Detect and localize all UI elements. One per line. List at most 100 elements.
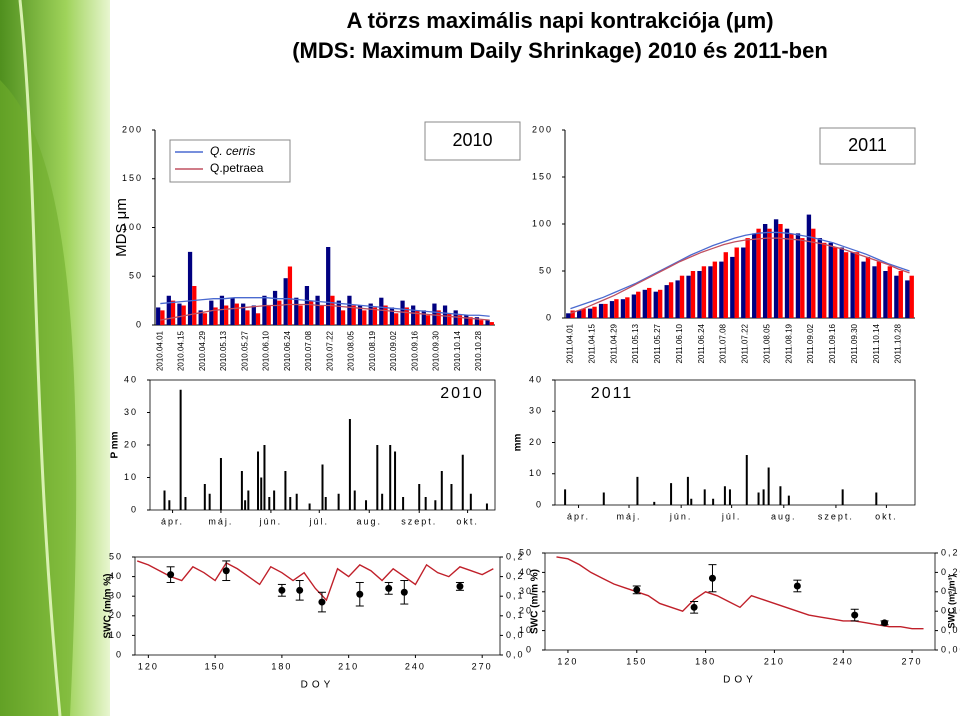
x-tick-label: 180 — [271, 661, 292, 671]
point — [881, 619, 889, 627]
bar — [247, 490, 250, 510]
bar — [447, 313, 452, 325]
x-tick-label: 240 — [405, 661, 426, 671]
bar — [653, 501, 656, 505]
plot-frame — [134, 556, 501, 656]
bar — [789, 233, 794, 318]
bar — [432, 303, 437, 325]
point — [167, 571, 175, 579]
bar — [839, 247, 844, 318]
bar — [841, 489, 844, 505]
bar — [219, 295, 225, 325]
bar — [479, 320, 484, 325]
y2-tick-label: 0,15 — [941, 586, 960, 596]
y-axis-label: mm — [513, 434, 524, 452]
bar — [179, 389, 182, 510]
bar — [442, 305, 448, 325]
bar — [402, 497, 405, 510]
x-tick-label: aug. — [356, 516, 382, 526]
y-axis-label: MDS μm — [113, 198, 130, 257]
bar — [905, 280, 910, 318]
bar — [219, 458, 222, 510]
x-tick-label: 2010.10.28 — [474, 330, 483, 371]
y-tick-label: 30 — [519, 586, 533, 596]
bar — [603, 303, 608, 318]
bar — [657, 289, 663, 318]
bar — [453, 310, 458, 325]
x-tick-label: 270 — [472, 661, 493, 671]
bar — [234, 303, 239, 325]
bar — [348, 419, 351, 510]
y-tick-label: 40 — [519, 567, 533, 577]
bar — [394, 313, 399, 325]
y-tick-label: 30 — [529, 406, 543, 416]
bar — [160, 310, 165, 325]
bar — [295, 493, 298, 510]
bar — [192, 286, 197, 325]
point — [690, 603, 698, 611]
y-axis-label: SWC (m/m %) — [530, 569, 541, 634]
x-tick-label: ápr. — [161, 516, 184, 526]
bar — [468, 317, 473, 325]
point — [633, 586, 641, 594]
x-tick-label: 2010.06.24 — [283, 330, 292, 371]
x-tick-label: jún. — [669, 511, 693, 521]
bar — [850, 252, 855, 318]
y-tick-label: 0 — [116, 649, 123, 659]
bar — [287, 266, 293, 325]
bar — [670, 483, 673, 505]
x-tick-label: 2010.09.30 — [432, 330, 441, 371]
point — [400, 588, 408, 596]
y-tick-label: 200 — [122, 124, 143, 134]
y-tick-label: 0 — [131, 504, 138, 514]
y-tick-label: 0 — [546, 312, 553, 322]
bar — [277, 300, 282, 325]
y-tick-label: 100 — [122, 222, 143, 232]
legend-label: Q. cerris — [210, 144, 255, 158]
x-tick-label: 2010.06.10 — [262, 330, 271, 371]
y-tick-label: 200 — [532, 124, 553, 134]
point — [793, 582, 801, 590]
bar — [418, 484, 421, 510]
x-tick-label: 2010.04.15 — [177, 330, 186, 371]
x-tick-label: 2011.05.13 — [631, 323, 640, 363]
bar — [241, 303, 246, 325]
x-tick-label: 150 — [626, 656, 647, 666]
bar — [598, 303, 604, 318]
bar — [757, 492, 760, 505]
bar — [708, 266, 713, 318]
bar — [865, 256, 871, 318]
bar — [784, 228, 790, 318]
bar — [587, 308, 593, 318]
x-tick-label: 2010.05.27 — [240, 330, 249, 371]
y-tick-label: 10 — [529, 468, 543, 478]
model-line — [136, 560, 494, 602]
bar — [260, 477, 263, 510]
bar — [642, 289, 648, 318]
x-tick-label: 2010.08.19 — [368, 330, 377, 371]
title-line: (MDS: Maximum Daily Shrinkage) 2010 és 2… — [292, 38, 828, 63]
bar — [304, 286, 310, 325]
bar — [625, 297, 630, 318]
bar — [230, 297, 235, 325]
panel-title: 2010 — [440, 385, 484, 402]
y-tick-label: 0 — [136, 319, 143, 329]
bar — [872, 266, 877, 318]
bar — [723, 486, 726, 505]
y2-tick-label: 0,2 — [506, 551, 525, 561]
bar — [326, 247, 331, 325]
bar — [166, 295, 171, 325]
y2-axis-label: SWC (m³/m³) — [946, 575, 956, 629]
bar — [795, 233, 801, 318]
point — [318, 598, 326, 606]
bar — [620, 299, 626, 318]
bar — [170, 300, 176, 325]
x-tick-label: 2011.04.15 — [587, 323, 596, 363]
x-tick-label: 2011.04.29 — [609, 323, 618, 363]
bar — [240, 471, 243, 510]
y-tick-label: 150 — [532, 171, 553, 181]
bar — [177, 303, 182, 325]
x-tick-label: 2010.04.29 — [198, 330, 207, 371]
bar — [668, 282, 674, 318]
